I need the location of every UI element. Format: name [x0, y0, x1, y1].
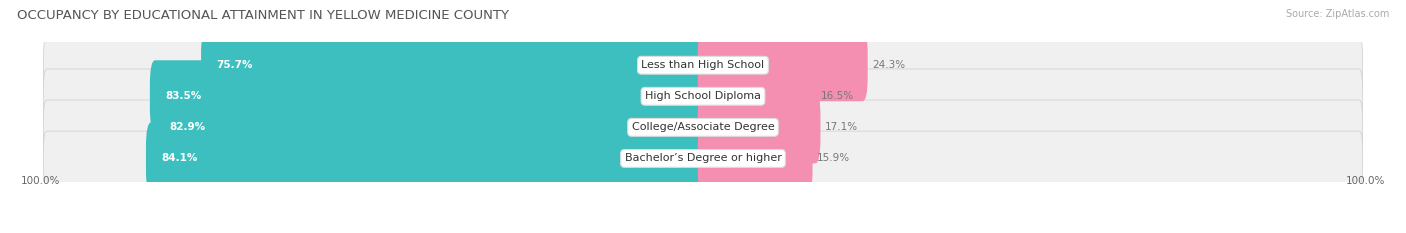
- FancyBboxPatch shape: [146, 122, 709, 195]
- FancyBboxPatch shape: [697, 29, 868, 101]
- Text: Bachelor’s Degree or higher: Bachelor’s Degree or higher: [624, 154, 782, 163]
- FancyBboxPatch shape: [153, 91, 709, 163]
- Text: 100.0%: 100.0%: [1346, 176, 1385, 186]
- Text: OCCUPANCY BY EDUCATIONAL ATTAINMENT IN YELLOW MEDICINE COUNTY: OCCUPANCY BY EDUCATIONAL ATTAINMENT IN Y…: [17, 9, 509, 22]
- Text: 100.0%: 100.0%: [21, 176, 60, 186]
- Text: 83.5%: 83.5%: [165, 91, 201, 101]
- Text: High School Diploma: High School Diploma: [645, 91, 761, 101]
- FancyBboxPatch shape: [44, 38, 1362, 93]
- Text: Less than High School: Less than High School: [641, 60, 765, 70]
- Text: 16.5%: 16.5%: [821, 91, 855, 101]
- Text: 17.1%: 17.1%: [825, 122, 858, 132]
- Text: College/Associate Degree: College/Associate Degree: [631, 122, 775, 132]
- FancyBboxPatch shape: [697, 91, 821, 163]
- Text: 84.1%: 84.1%: [162, 154, 197, 163]
- Text: Source: ZipAtlas.com: Source: ZipAtlas.com: [1285, 9, 1389, 19]
- FancyBboxPatch shape: [44, 131, 1362, 186]
- FancyBboxPatch shape: [697, 122, 813, 195]
- Text: 82.9%: 82.9%: [169, 122, 205, 132]
- FancyBboxPatch shape: [150, 60, 709, 132]
- Text: 75.7%: 75.7%: [217, 60, 253, 70]
- FancyBboxPatch shape: [697, 60, 817, 132]
- FancyBboxPatch shape: [44, 100, 1362, 155]
- FancyBboxPatch shape: [44, 69, 1362, 124]
- Text: 24.3%: 24.3%: [872, 60, 905, 70]
- Text: 15.9%: 15.9%: [817, 154, 851, 163]
- FancyBboxPatch shape: [201, 29, 709, 101]
